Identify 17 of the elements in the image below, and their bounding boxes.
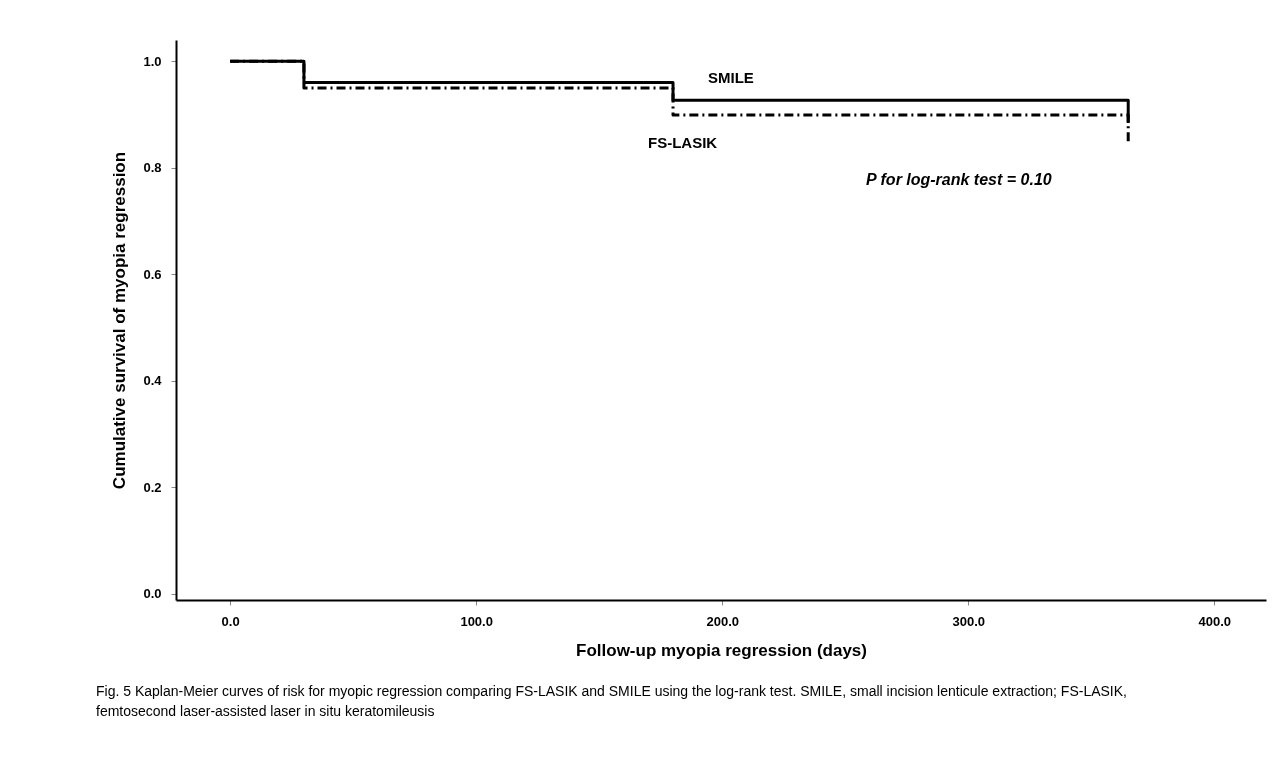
y-tick-label: 0.4 (143, 373, 163, 389)
x-tick-label: 100.0 (460, 613, 493, 629)
y-tick-label: 1.0 (143, 53, 162, 69)
series-label: FS-LASIK (648, 134, 718, 152)
x-tick-label: 0.0 (221, 613, 240, 629)
x-tick-label: 200.0 (706, 613, 739, 629)
annotation: P for log-rank test = 0.10 (866, 171, 1052, 188)
x-tick-label: 400.0 (1198, 613, 1232, 629)
x-axis-title: Follow-up myopia regression (days) (576, 640, 867, 660)
y-tick-label: 0.8 (143, 160, 162, 176)
y-axis-title: Cumulative survival of myopia regression (110, 151, 130, 490)
y-tick-label: 0.2 (143, 479, 162, 495)
y-tick-label: 0.0 (143, 586, 162, 602)
series-label: SMILE (708, 69, 754, 87)
y-tick-label: 0.6 (143, 266, 162, 282)
caption: Fig. 5 Kaplan-Meier curves of risk for myopic regression comparing FS-LASIK and SMILE using the log-rank test. SMILE, small incision lenticule extraction; FS-LASIK, femtosecond laser-assisted laser in situ keratomileusis (96, 683, 1127, 719)
x-tick-label: 300.0 (952, 613, 986, 629)
